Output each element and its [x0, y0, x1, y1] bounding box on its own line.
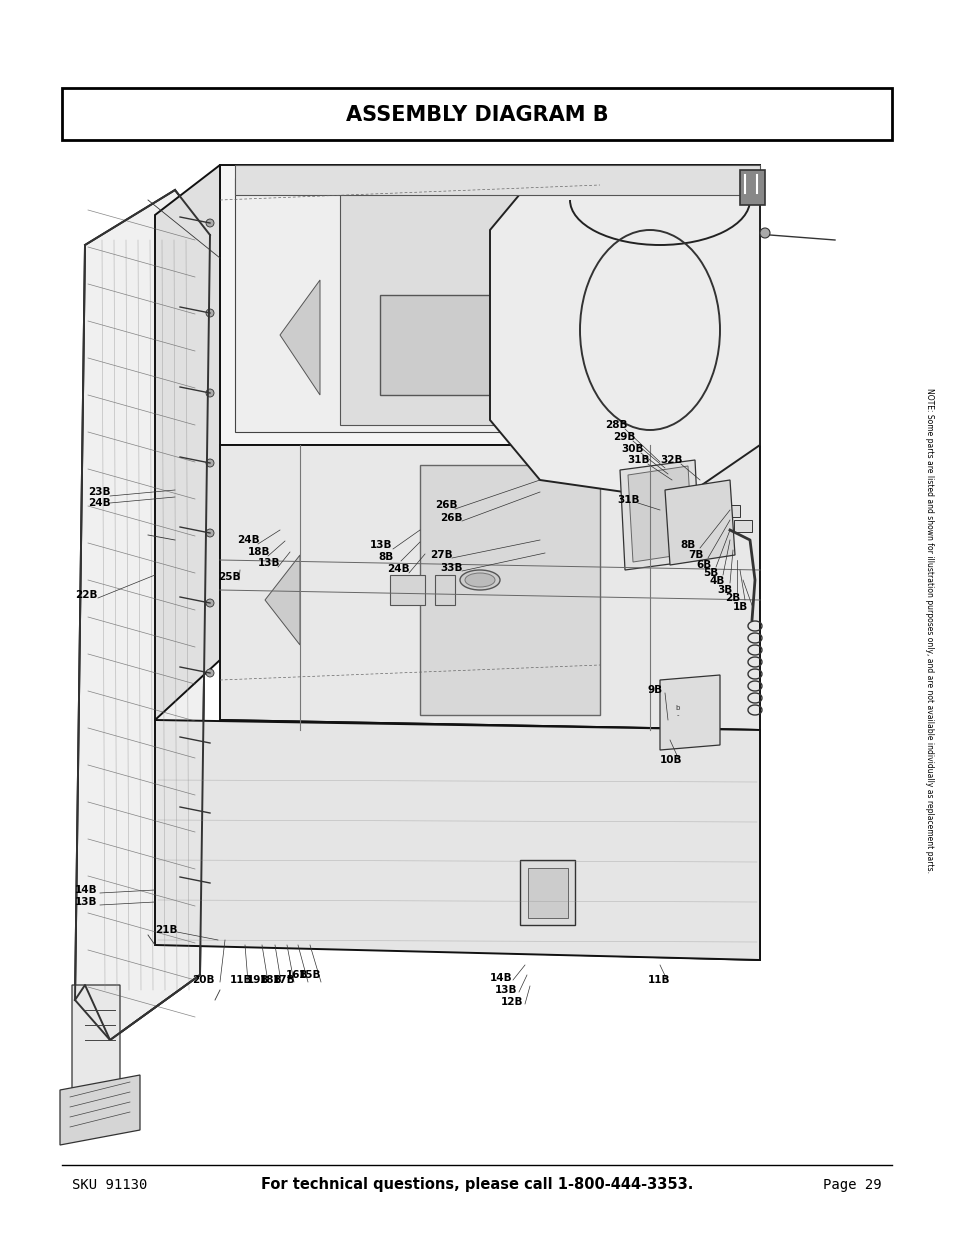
Text: 31B: 31B: [617, 495, 639, 505]
Ellipse shape: [464, 573, 495, 587]
Text: 24B: 24B: [88, 498, 111, 508]
Bar: [740, 170, 764, 205]
Polygon shape: [619, 459, 700, 571]
Text: 7B: 7B: [687, 550, 702, 559]
Text: 31B: 31B: [626, 454, 649, 466]
Polygon shape: [154, 720, 760, 960]
Polygon shape: [280, 280, 319, 395]
Bar: [709, 490, 727, 501]
Text: 17B: 17B: [273, 974, 295, 986]
Text: 13B: 13B: [257, 558, 280, 568]
Text: b
-: b -: [675, 705, 679, 719]
Text: 2B: 2B: [724, 593, 740, 603]
Text: 8B: 8B: [679, 540, 695, 550]
Text: 26B: 26B: [439, 513, 462, 522]
Text: 8B: 8B: [377, 552, 393, 562]
Circle shape: [206, 529, 213, 537]
Polygon shape: [265, 555, 299, 645]
Polygon shape: [220, 445, 760, 730]
Text: 18B: 18B: [248, 547, 271, 557]
Circle shape: [206, 599, 213, 606]
Text: 19B: 19B: [247, 974, 269, 986]
Text: 12B: 12B: [500, 997, 523, 1007]
Polygon shape: [627, 466, 692, 562]
Circle shape: [206, 389, 213, 396]
Bar: [527, 868, 567, 918]
Text: 28B: 28B: [604, 420, 627, 430]
Text: 24B: 24B: [236, 535, 259, 545]
Text: 11B: 11B: [647, 974, 670, 986]
Text: 24B: 24B: [387, 564, 409, 574]
Text: 22B: 22B: [75, 590, 97, 600]
Polygon shape: [339, 190, 729, 425]
Text: 1B: 1B: [732, 601, 747, 613]
Text: 30B: 30B: [620, 445, 643, 454]
Text: 16B: 16B: [286, 969, 308, 981]
Text: 23B: 23B: [88, 487, 111, 496]
Polygon shape: [664, 480, 734, 564]
Text: 29B: 29B: [613, 432, 635, 442]
Text: SKU 91130: SKU 91130: [71, 1178, 147, 1192]
Circle shape: [206, 739, 213, 747]
Text: 14B: 14B: [490, 973, 512, 983]
Text: 9B: 9B: [647, 685, 662, 695]
Text: NOTE: Some parts are listed and shown for illustration purposes only, and are no: NOTE: Some parts are listed and shown fo…: [924, 388, 934, 872]
Polygon shape: [71, 986, 120, 1095]
Polygon shape: [75, 190, 210, 1040]
Text: 25B: 25B: [218, 572, 240, 582]
Text: 33B: 33B: [439, 563, 462, 573]
Polygon shape: [234, 178, 749, 432]
Text: 14B: 14B: [75, 885, 97, 895]
Polygon shape: [490, 165, 760, 500]
Text: 27B: 27B: [430, 550, 452, 559]
Text: 18B: 18B: [260, 974, 282, 986]
Text: For technical questions, please call 1-800-444-3353.: For technical questions, please call 1-8…: [260, 1177, 693, 1193]
Circle shape: [206, 459, 213, 467]
Circle shape: [206, 669, 213, 677]
Bar: [721, 505, 740, 517]
Polygon shape: [154, 165, 220, 720]
Text: 13B: 13B: [495, 986, 517, 995]
Text: 20B: 20B: [192, 974, 214, 986]
Text: 21B: 21B: [154, 925, 177, 935]
Text: 4B: 4B: [709, 576, 724, 585]
Bar: [733, 520, 751, 532]
Polygon shape: [234, 165, 760, 195]
Text: 11B: 11B: [230, 974, 253, 986]
Circle shape: [206, 879, 213, 887]
Ellipse shape: [459, 571, 499, 590]
Text: 13B: 13B: [370, 540, 392, 550]
Bar: [390, 576, 424, 605]
Text: 15B: 15B: [298, 969, 321, 981]
Text: 5B: 5B: [702, 568, 718, 578]
Polygon shape: [659, 676, 720, 750]
Polygon shape: [419, 466, 599, 715]
Text: ASSEMBLY DIAGRAM B: ASSEMBLY DIAGRAM B: [345, 105, 608, 125]
Polygon shape: [220, 165, 760, 445]
Circle shape: [206, 809, 213, 818]
Text: 32B: 32B: [659, 454, 681, 466]
Bar: [435, 576, 455, 605]
Circle shape: [206, 309, 213, 317]
Polygon shape: [60, 1074, 140, 1145]
Text: 10B: 10B: [659, 755, 681, 764]
Polygon shape: [220, 720, 760, 960]
Text: 26B: 26B: [435, 500, 457, 510]
Circle shape: [206, 219, 213, 227]
Bar: [379, 295, 544, 395]
Circle shape: [760, 228, 769, 238]
Text: 3B: 3B: [717, 585, 732, 595]
Bar: [519, 860, 575, 925]
Text: 13B: 13B: [75, 897, 97, 906]
Bar: [62, 88, 891, 140]
Text: 6B: 6B: [696, 559, 711, 571]
Text: Page 29: Page 29: [822, 1178, 882, 1192]
